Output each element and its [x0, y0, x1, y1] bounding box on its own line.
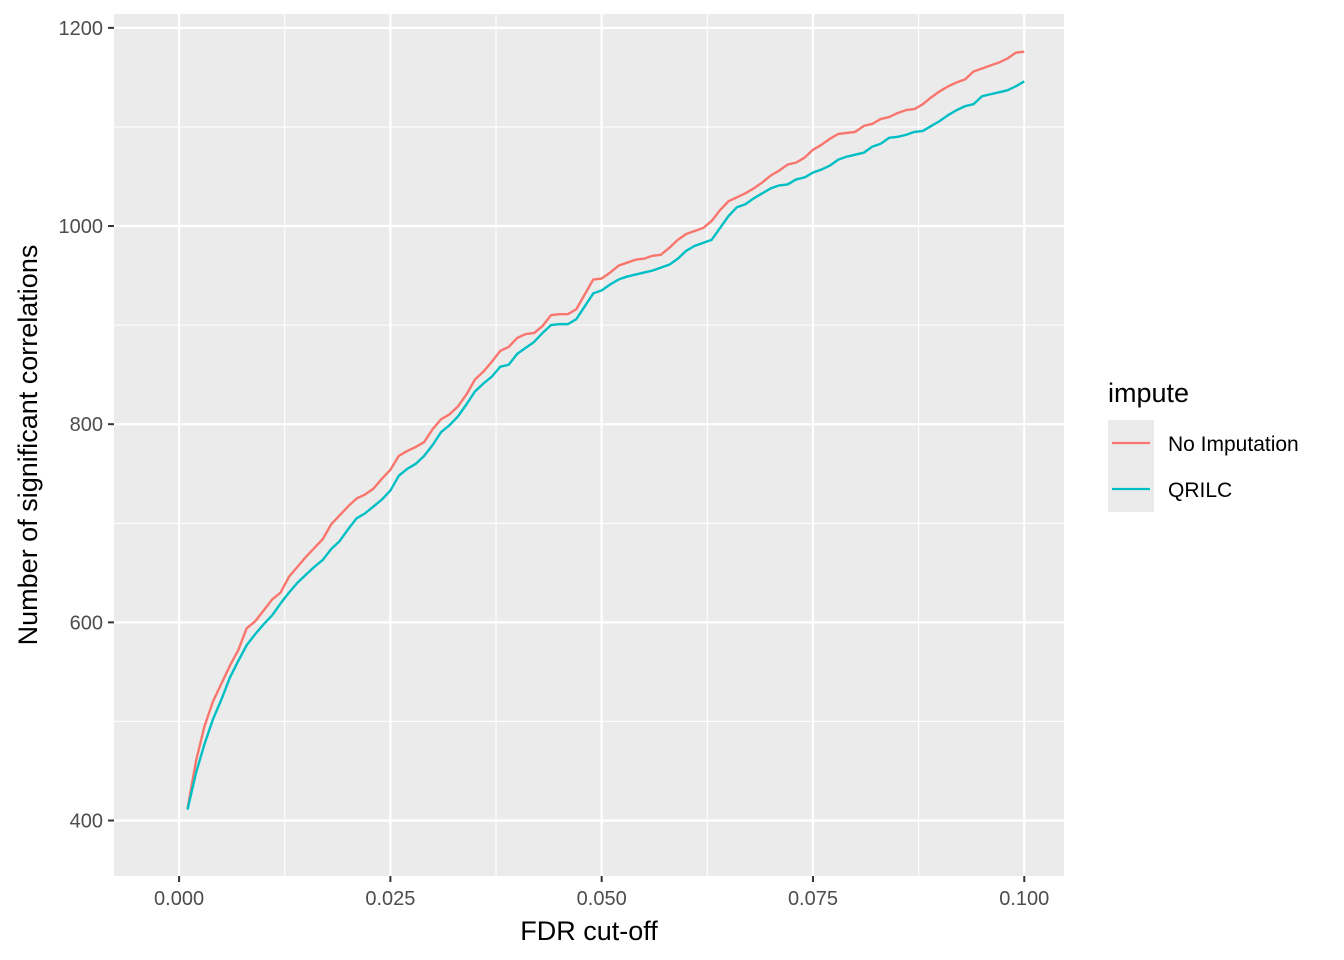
legend: impute No Imputation QRILC — [1108, 378, 1299, 512]
y-axis-title: Number of significant correlations — [13, 245, 43, 646]
x-axis-title: FDR cut-off — [520, 916, 658, 946]
x-tick-label: 0.100 — [999, 888, 1049, 910]
legend-key-background — [1108, 420, 1154, 512]
legend-label-no-imputation: No Imputation — [1168, 433, 1299, 456]
y-tick-label: 1000 — [59, 216, 104, 238]
series-line-qrilc — [186, 80, 1025, 810]
x-tick-label: 0.075 — [788, 888, 838, 910]
x-tick-label: 0.050 — [577, 888, 627, 910]
legend-title: impute — [1108, 378, 1189, 408]
y-tick-label: 600 — [70, 612, 103, 634]
y-tick-label: 1200 — [59, 18, 104, 40]
x-tick-label: 0.025 — [365, 888, 415, 910]
x-tick-label: 0.000 — [154, 888, 204, 910]
y-tick-label: 400 — [70, 811, 103, 833]
y-tick-labels: 400 600 800 1000 1200 — [59, 18, 104, 833]
legend-label-qrilc: QRILC — [1168, 479, 1232, 502]
panel-background — [114, 14, 1064, 876]
y-tick-label: 800 — [70, 414, 103, 436]
series-layer — [186, 50, 1025, 810]
x-tick-labels: 0.000 0.025 0.050 0.075 0.100 — [154, 888, 1049, 910]
grid-minor — [114, 14, 1064, 876]
grid-major — [114, 14, 1064, 876]
axis-ticks — [108, 26, 1026, 882]
series-line-no-imputation — [186, 50, 1025, 809]
